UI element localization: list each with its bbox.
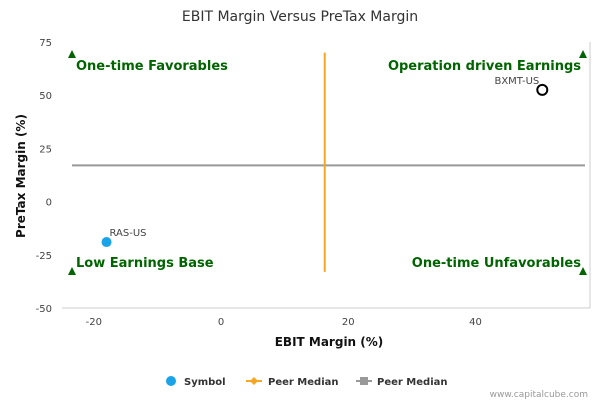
data-point-label: RAS-US xyxy=(110,228,147,239)
quadrant-marker-top-left xyxy=(68,50,76,58)
axis-lines xyxy=(62,42,591,309)
y-tick-label: 75 xyxy=(39,38,52,49)
quadrant-marker-bottom-left xyxy=(68,267,76,275)
legend-label: Peer Median xyxy=(268,377,339,388)
y-axis-label: PreTax Margin (%) xyxy=(14,114,28,238)
x-axis-label: EBIT Margin (%) xyxy=(275,335,384,349)
y-tick-label: 25 xyxy=(39,144,52,155)
x-tick-label: 40 xyxy=(469,317,482,328)
quadrant-label-bottom-left: Low Earnings Base xyxy=(76,256,214,271)
legend-marker-symbol xyxy=(166,376,176,386)
legend: Symbol Peer Median Peer Median xyxy=(166,376,448,388)
data-point xyxy=(536,83,549,96)
x-tick-label: -20 xyxy=(86,317,102,328)
quadrant-label-top-right: Operation driven Earnings xyxy=(388,59,581,74)
chart-title: EBIT Margin Versus PreTax Margin xyxy=(182,9,418,25)
data-points: RAS-US BXMT-US xyxy=(101,76,549,248)
legend-marker-peer-median-y xyxy=(360,377,368,385)
y-tick-label: -50 xyxy=(36,304,52,315)
credit-text: www.capitalcube.com xyxy=(490,390,588,400)
quadrant-label-top-left: One-time Favorables xyxy=(76,59,228,74)
legend-marker-peer-median-x xyxy=(250,377,258,385)
quadrant-markers xyxy=(68,50,587,275)
y-axis-ticks: -50 -25 0 25 50 75 xyxy=(36,38,52,315)
legend-label: Peer Median xyxy=(377,377,448,388)
x-tick-label: 0 xyxy=(218,317,224,328)
y-tick-label: 50 xyxy=(39,91,52,102)
x-axis-ticks: -20 0 20 40 xyxy=(86,317,482,328)
data-point xyxy=(101,237,112,248)
legend-label: Symbol xyxy=(184,377,226,388)
data-point-label: BXMT-US xyxy=(494,76,539,87)
quadrant-marker-bottom-right xyxy=(579,267,587,275)
quadrant-label-bottom-right: One-time Unfavorables xyxy=(412,256,581,271)
x-tick-label: 20 xyxy=(342,317,355,328)
y-tick-label: 0 xyxy=(46,198,52,209)
quadrant-marker-top-right xyxy=(579,50,587,58)
median-lines xyxy=(72,52,585,272)
y-tick-label: -25 xyxy=(36,251,52,262)
